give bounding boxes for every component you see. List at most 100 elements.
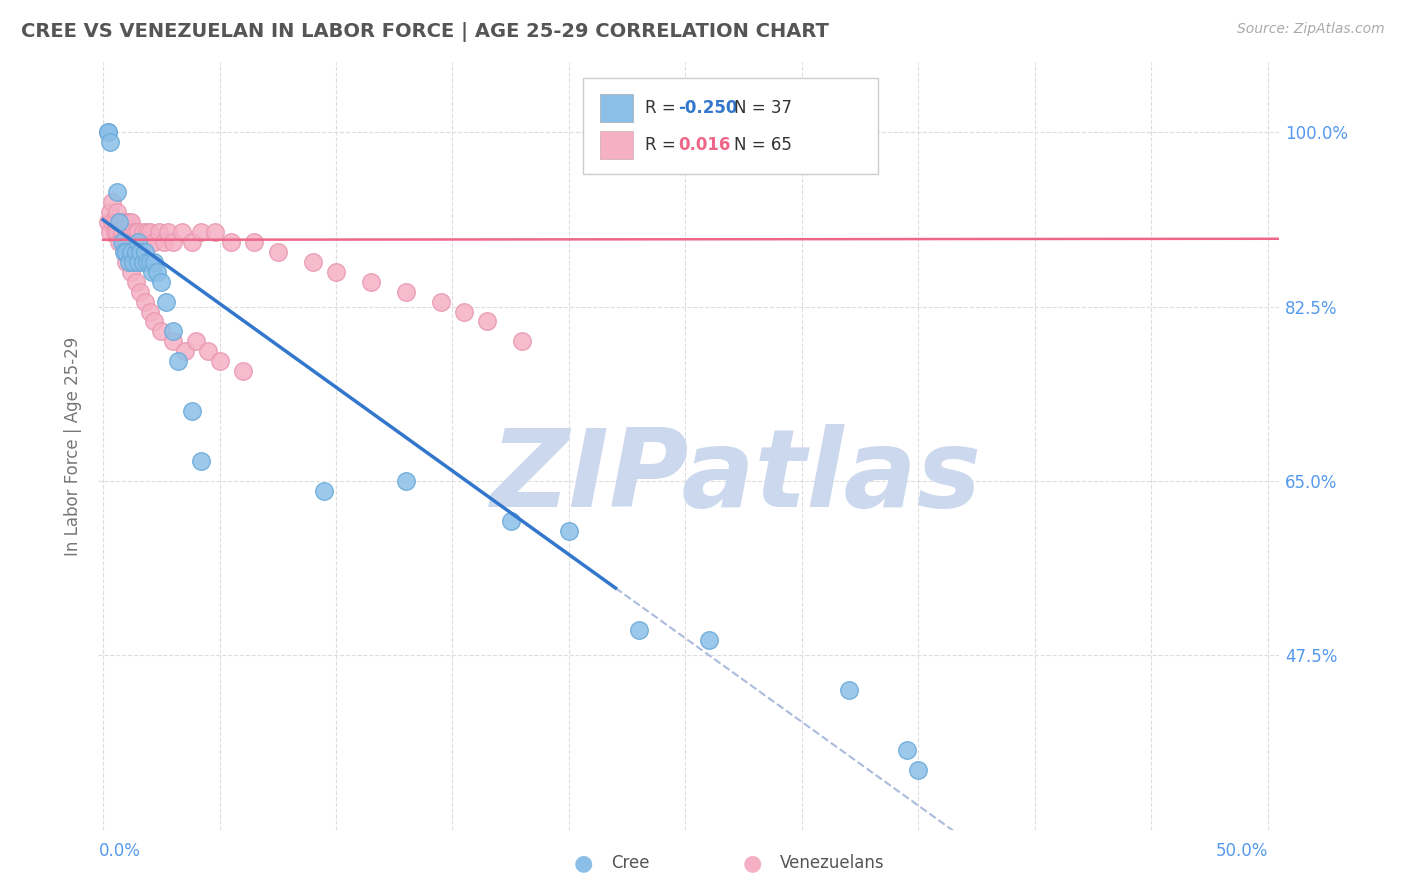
Point	[162, 334, 184, 349]
Text: CREE VS VENEZUELAN IN LABOR FORCE | AGE 25-29 CORRELATION CHART: CREE VS VENEZUELAN IN LABOR FORCE | AGE …	[21, 22, 830, 42]
Point	[301, 254, 323, 268]
Text: Source: ZipAtlas.com: Source: ZipAtlas.com	[1237, 22, 1385, 37]
Point	[204, 225, 226, 239]
Text: Venezuelans: Venezuelans	[780, 855, 884, 872]
Point	[190, 454, 212, 468]
Text: ●: ●	[574, 854, 593, 873]
Point	[120, 215, 142, 229]
Point	[173, 344, 195, 359]
Point	[104, 225, 127, 239]
Point	[136, 225, 159, 239]
Point	[157, 225, 180, 239]
Text: N = 37: N = 37	[734, 99, 792, 117]
Point	[697, 633, 720, 648]
Point	[112, 235, 135, 249]
Point	[105, 225, 128, 239]
Text: R =: R =	[645, 136, 682, 154]
Point	[134, 235, 156, 249]
Bar	[600, 131, 634, 159]
Point	[134, 244, 156, 259]
Point	[115, 254, 138, 268]
Point	[136, 254, 159, 268]
Bar	[600, 95, 634, 122]
Point	[395, 285, 418, 299]
Point	[125, 235, 148, 249]
Point	[267, 244, 290, 259]
Point	[127, 235, 149, 249]
Point	[118, 254, 141, 268]
Point	[104, 215, 127, 229]
Point	[499, 514, 522, 528]
Point	[145, 265, 167, 279]
Point	[120, 265, 142, 279]
Point	[143, 314, 166, 328]
Point	[162, 235, 184, 249]
Point	[138, 225, 160, 239]
Point	[150, 275, 173, 289]
Point	[131, 225, 153, 239]
Point	[115, 225, 138, 239]
Point	[122, 235, 145, 249]
Point	[101, 215, 124, 229]
Point	[129, 244, 152, 259]
Point	[108, 215, 131, 229]
Point	[360, 275, 382, 289]
Point	[120, 244, 142, 259]
Point	[112, 215, 135, 229]
Point	[97, 215, 120, 229]
Point	[112, 244, 135, 259]
Point	[97, 125, 120, 139]
Point	[186, 334, 208, 349]
Point	[98, 225, 121, 239]
Point	[108, 215, 131, 229]
Point	[180, 404, 202, 418]
Text: ●: ●	[742, 854, 762, 873]
Text: ZIPatlas: ZIPatlas	[491, 424, 981, 530]
Point	[243, 235, 266, 249]
Point	[143, 254, 166, 268]
Point	[314, 483, 336, 498]
Point	[138, 254, 160, 268]
FancyBboxPatch shape	[582, 78, 877, 174]
Point	[108, 235, 131, 249]
Point	[129, 285, 152, 299]
Point	[627, 624, 650, 638]
Text: -0.250: -0.250	[678, 99, 738, 117]
Point	[166, 354, 188, 368]
Point	[477, 314, 499, 328]
Point	[907, 763, 929, 777]
Text: 50.0%: 50.0%	[1215, 841, 1268, 860]
Point	[127, 254, 149, 268]
Point	[138, 304, 160, 318]
Point	[162, 325, 184, 339]
Point	[125, 275, 148, 289]
Point	[172, 225, 194, 239]
Point	[118, 235, 141, 249]
Text: 0.016: 0.016	[678, 136, 731, 154]
Point	[97, 125, 120, 139]
Point	[148, 225, 170, 239]
Point	[232, 364, 254, 378]
Point	[558, 524, 581, 538]
Point	[141, 265, 163, 279]
Point	[125, 244, 148, 259]
Point	[98, 135, 121, 149]
Point	[155, 294, 177, 309]
Point	[219, 235, 242, 249]
Text: Cree: Cree	[612, 855, 650, 872]
Point	[208, 354, 231, 368]
Point	[190, 225, 212, 239]
Point	[115, 215, 138, 229]
Point	[129, 235, 152, 249]
Text: R =: R =	[645, 99, 682, 117]
Text: 0.0%: 0.0%	[98, 841, 141, 860]
Point	[197, 344, 219, 359]
Point	[134, 294, 156, 309]
Point	[453, 304, 475, 318]
Point	[152, 235, 174, 249]
Point	[120, 225, 142, 239]
Point	[115, 244, 138, 259]
Point	[127, 225, 149, 239]
Point	[837, 683, 859, 698]
Point	[395, 474, 418, 488]
